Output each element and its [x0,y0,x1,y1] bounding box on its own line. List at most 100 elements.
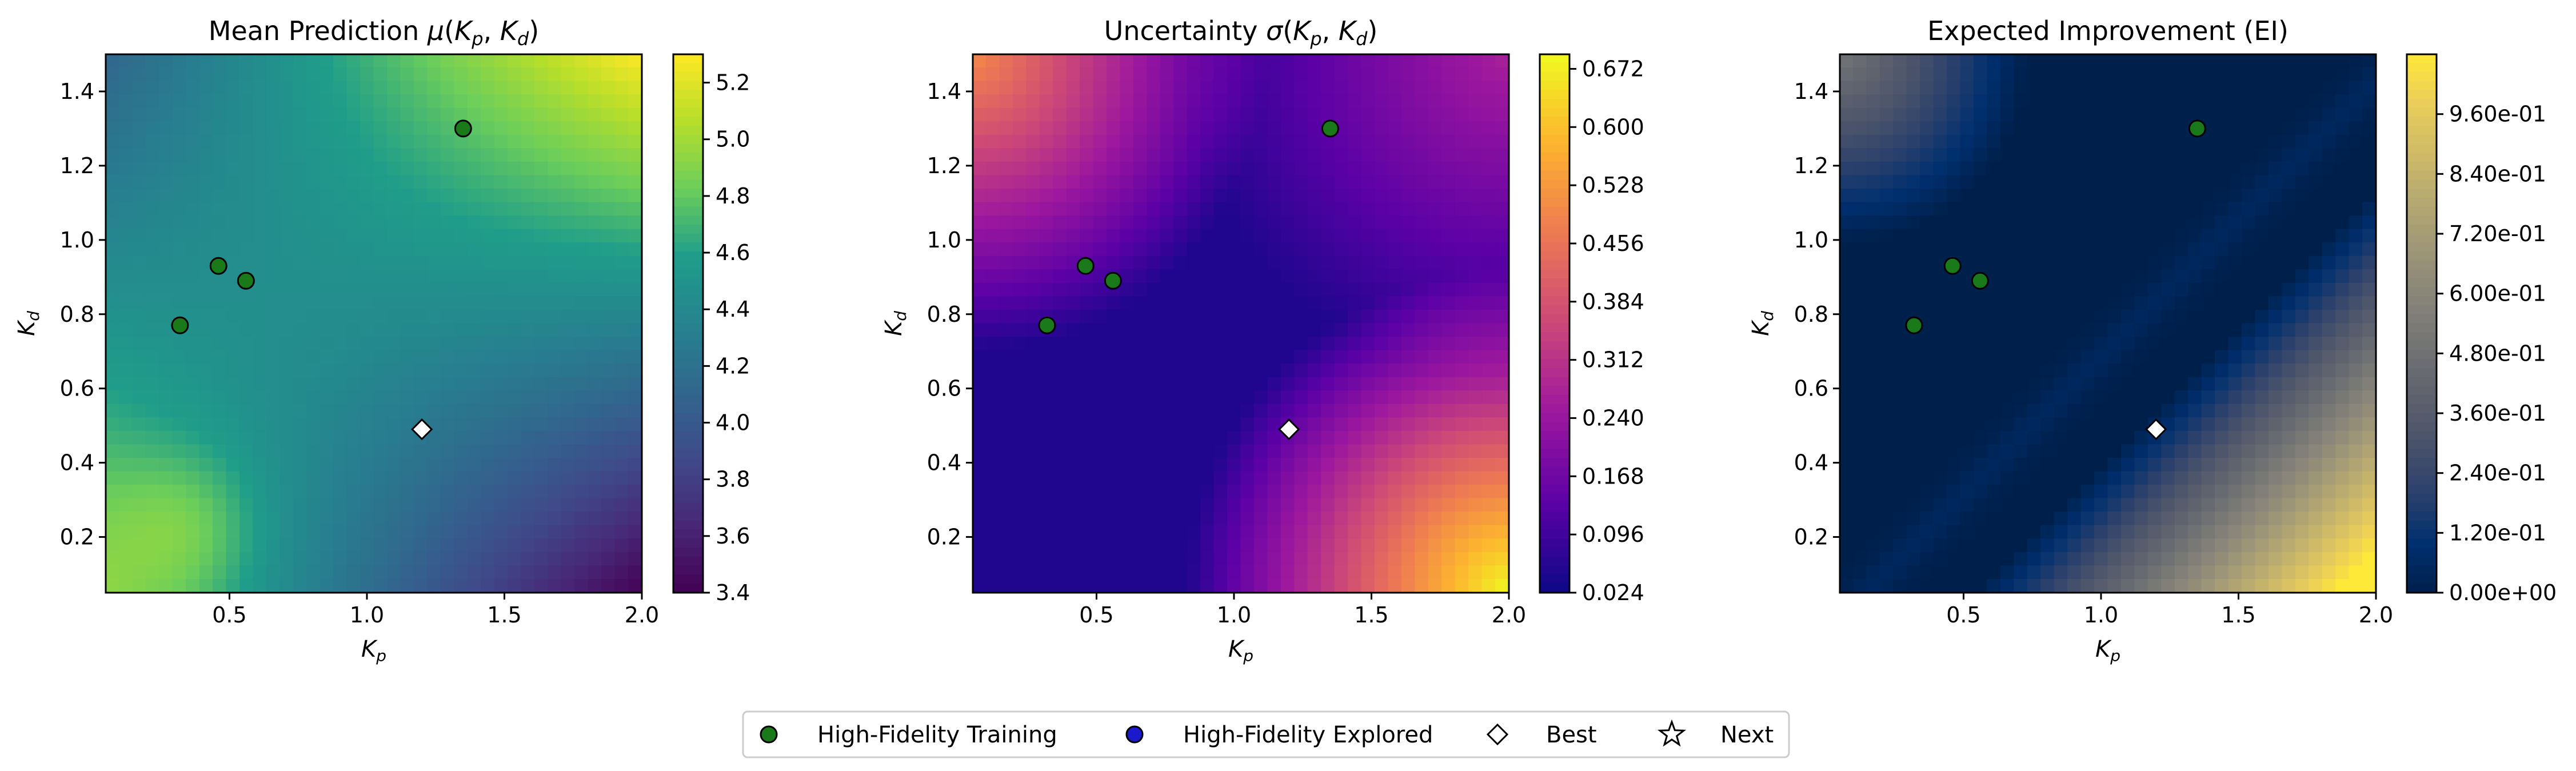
heatmap-cell [440,498,455,513]
heatmap-cell [1428,404,1443,418]
heatmap-cell [2282,430,2296,445]
heatmap-cell [172,444,187,459]
heatmap-cell [2322,282,2337,297]
heatmap-cell [145,282,160,297]
heatmap-cell [1160,350,1175,365]
heatmap-cell [1227,444,1241,459]
heatmap-cell [400,309,415,324]
heatmap-cell [548,229,562,243]
heatmap-cell [427,81,441,95]
heatmap-cell [1200,430,1215,445]
heatmap-cell [2000,458,2015,472]
heatmap-cell [628,255,642,270]
heatmap-cell [2147,255,2162,270]
heatmap-cell [1173,552,1188,566]
heatmap-cell [427,161,441,176]
heatmap-cell [2242,323,2256,338]
heatmap-cell [1227,54,1241,69]
heatmap-cell [1388,215,1403,230]
heatmap-cell [548,538,562,553]
heatmap-cell [1468,525,1483,540]
heatmap-cell [1839,215,1854,230]
heatmap-cell [1253,458,1268,472]
heatmap-cell [253,121,267,135]
heatmap-cell [1173,175,1188,190]
heatmap-cell [1334,161,1349,176]
heatmap-cell [1428,54,1443,69]
heatmap-cell [601,350,616,365]
heatmap-cell [2335,148,2350,163]
heatmap-cell [2067,565,2082,580]
heatmap-cell [1187,417,1201,432]
heatmap-cell [1039,148,1054,163]
heatmap-cell [2309,430,2323,445]
heatmap-cell [999,189,1014,203]
heatmap-cell [548,189,562,203]
heatmap-cell [534,552,549,566]
heatmap-cell [1253,309,1268,324]
heatmap-cell [159,121,173,135]
heatmap-cell [2120,512,2135,526]
heatmap-cell [2242,309,2256,324]
heatmap-cell [400,134,415,149]
heatmap-cell [2134,282,2149,297]
heatmap-cell [2120,525,2135,540]
heatmap-cell [1160,161,1175,176]
heatmap-cell [2120,67,2135,82]
heatmap-cell [1294,81,1308,95]
heatmap-cell [293,417,307,432]
heatmap-cell [2215,134,2229,149]
heatmap-cell [1987,309,2002,324]
heatmap-cell [2322,54,2337,69]
heatmap-cell [1428,215,1443,230]
heatmap-cell [1080,417,1094,432]
heatmap-cell [508,485,522,499]
heatmap-cell [628,282,642,297]
heatmap-cell [2080,242,2095,257]
heatmap-cell [253,430,267,445]
heatmap-cell [1879,81,1894,95]
heatmap-cell [1987,404,2002,418]
heatmap-cell [2188,565,2202,580]
heatmap-cell [1852,578,1867,593]
heatmap-cell [2134,363,2149,378]
heatmap-cell [1974,350,1988,365]
heatmap-cell [1893,377,1907,392]
heatmap-cell [494,215,509,230]
heatmap-cell [1012,309,1027,324]
heatmap-cell [2201,189,2216,203]
heatmap-cell [972,565,987,580]
heatmap-cell [1267,242,1282,257]
heatmap-cell [2188,175,2202,190]
heatmap-cell [1294,161,1308,176]
heatmap-cell [2188,148,2202,163]
heatmap-cell [534,54,549,69]
heatmap-cell [373,525,388,540]
heatmap-cell [2201,485,2216,499]
heatmap-cell [2349,269,2363,284]
heatmap-cell [213,430,227,445]
heatmap-cell [2107,485,2122,499]
heatmap-cell [293,255,307,270]
heatmap-cell [574,538,589,553]
heatmap-cell [2215,94,2229,109]
heatmap-cell [1974,323,1988,338]
heatmap-cell [118,337,133,351]
heatmap-cell [2120,552,2135,566]
heatmap-cell [1906,404,1921,418]
heatmap-cell [1120,229,1135,243]
heatmap-cell [1093,121,1108,135]
heatmap-cell [1026,148,1040,163]
colorbar-segment [673,350,703,360]
heatmap-cell [985,485,1000,499]
heatmap-cell [145,134,160,149]
heatmap-cell [333,485,348,499]
heatmap-cell [2228,242,2243,257]
heatmap-cell [1974,512,1988,526]
heatmap-cell [1839,229,1854,243]
heatmap-cell [1468,282,1483,297]
heatmap-cell [1361,94,1376,109]
heatmap-cell [2295,229,2310,243]
heatmap-cell [2349,202,2363,217]
heatmap-cell [1133,377,1148,392]
